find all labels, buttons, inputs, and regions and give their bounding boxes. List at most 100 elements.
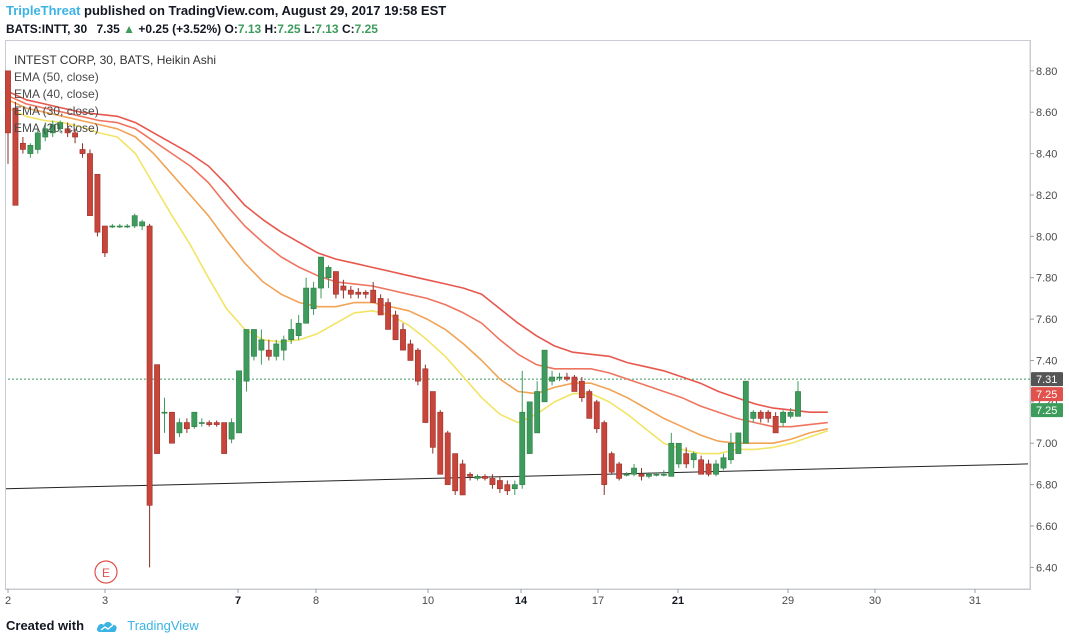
candle bbox=[109, 223, 116, 229]
y-tick-label: 8.60 bbox=[1036, 107, 1057, 119]
tradingview-brand-link[interactable]: TradingView bbox=[127, 618, 199, 633]
candle-body bbox=[735, 432, 742, 454]
earnings-marker[interactable]: E bbox=[94, 560, 118, 584]
candle-body bbox=[571, 376, 578, 392]
candle bbox=[400, 323, 406, 351]
candle-body bbox=[347, 289, 354, 295]
candle bbox=[101, 225, 108, 258]
candle bbox=[116, 223, 123, 229]
candle-body bbox=[318, 256, 324, 289]
candle-body bbox=[690, 453, 697, 461]
candle bbox=[765, 410, 772, 423]
y-tick-label: 6.40 bbox=[1036, 562, 1057, 574]
candle bbox=[593, 399, 600, 433]
legend-ema-20[interactable]: EMA (20, close) bbox=[14, 121, 99, 135]
candle-body bbox=[675, 442, 682, 465]
candle bbox=[795, 381, 801, 417]
legend-ema-50[interactable]: EMA (50, close) bbox=[14, 70, 99, 84]
candle-body bbox=[310, 287, 317, 310]
candle-body bbox=[422, 368, 429, 423]
low-value: 7.13 bbox=[315, 22, 339, 36]
candle-body bbox=[541, 349, 548, 403]
candle bbox=[541, 349, 548, 403]
candle-body bbox=[280, 339, 287, 351]
candle bbox=[295, 314, 302, 340]
legend-ema-40[interactable]: EMA (40, close) bbox=[14, 87, 99, 101]
candle-body bbox=[5, 70, 11, 134]
close-label: C: bbox=[341, 22, 355, 36]
candle-body bbox=[236, 370, 242, 434]
candle-body bbox=[243, 329, 250, 382]
candle-body bbox=[333, 271, 339, 295]
candle bbox=[511, 480, 518, 495]
price-badge-ema: 7.25 bbox=[1031, 387, 1063, 402]
candle bbox=[161, 397, 168, 433]
price-badge-last-label: 7.25 bbox=[1036, 405, 1057, 417]
author-link[interactable]: TripleThreat bbox=[6, 3, 81, 18]
legend-ema-30[interactable]: EMA (30, close) bbox=[14, 104, 99, 118]
candle bbox=[429, 391, 436, 454]
candle-body bbox=[213, 422, 220, 425]
candle-body bbox=[593, 401, 600, 430]
candle-body bbox=[511, 484, 518, 490]
candle bbox=[698, 455, 705, 475]
candle-body bbox=[780, 411, 787, 423]
candle bbox=[79, 143, 86, 158]
candle-body bbox=[400, 329, 406, 351]
y-tick-label: 7.60 bbox=[1036, 314, 1057, 326]
price-change: +0.25 (+3.52%) bbox=[138, 22, 222, 36]
price-badge-top-label: 7.31 bbox=[1036, 374, 1057, 386]
x-tick-label: 2 bbox=[5, 595, 11, 607]
candle bbox=[206, 420, 213, 427]
candle-body bbox=[42, 128, 49, 138]
candle-body bbox=[251, 329, 257, 357]
candle bbox=[146, 223, 153, 568]
candle-body bbox=[623, 473, 630, 476]
y-tick-label: 7.00 bbox=[1036, 438, 1057, 450]
candle bbox=[228, 418, 235, 444]
candle bbox=[325, 265, 332, 289]
candle-body bbox=[176, 422, 183, 434]
candle-body bbox=[288, 329, 295, 341]
ema-line-1 bbox=[7, 90, 828, 414]
candle bbox=[713, 459, 719, 477]
candle bbox=[385, 298, 392, 330]
candle-body bbox=[578, 380, 585, 399]
candle-body bbox=[638, 473, 645, 477]
candle-body bbox=[57, 122, 64, 130]
candle bbox=[742, 380, 749, 444]
candle-body bbox=[258, 339, 265, 351]
low-label: L: bbox=[303, 22, 316, 36]
candle bbox=[5, 70, 11, 164]
y-tick-label: 8.80 bbox=[1036, 66, 1057, 78]
candle-body bbox=[444, 432, 451, 485]
x-tick-label: 31 bbox=[969, 595, 981, 607]
candle-body bbox=[273, 343, 280, 357]
candle-body bbox=[631, 467, 637, 475]
candle bbox=[370, 281, 377, 303]
y-tick-label: 8.40 bbox=[1036, 149, 1057, 161]
candle bbox=[750, 410, 757, 423]
candle bbox=[735, 432, 742, 454]
candle-body bbox=[340, 285, 347, 291]
candle-body bbox=[101, 225, 108, 254]
candle-body bbox=[12, 107, 19, 206]
candle-body bbox=[772, 416, 779, 434]
publish-header: TripleThreat published on TradingView.co… bbox=[6, 3, 446, 18]
price-badge-last: 7.25 bbox=[1031, 403, 1063, 418]
ema-line-4 bbox=[7, 107, 829, 455]
candle-body bbox=[139, 221, 146, 227]
candle-body bbox=[377, 298, 384, 316]
candle bbox=[19, 137, 26, 154]
candle bbox=[273, 339, 280, 361]
candle bbox=[660, 470, 667, 477]
candle bbox=[705, 459, 712, 477]
x-tick-label: 10 bbox=[422, 595, 434, 607]
legend-title: INTEST CORP, 30, BATS, Heikin Ashi bbox=[14, 53, 217, 67]
candle bbox=[236, 370, 242, 434]
candle-body bbox=[474, 476, 481, 479]
candle bbox=[452, 453, 459, 495]
ema-line-2 bbox=[7, 94, 828, 428]
candle-body bbox=[228, 422, 235, 440]
